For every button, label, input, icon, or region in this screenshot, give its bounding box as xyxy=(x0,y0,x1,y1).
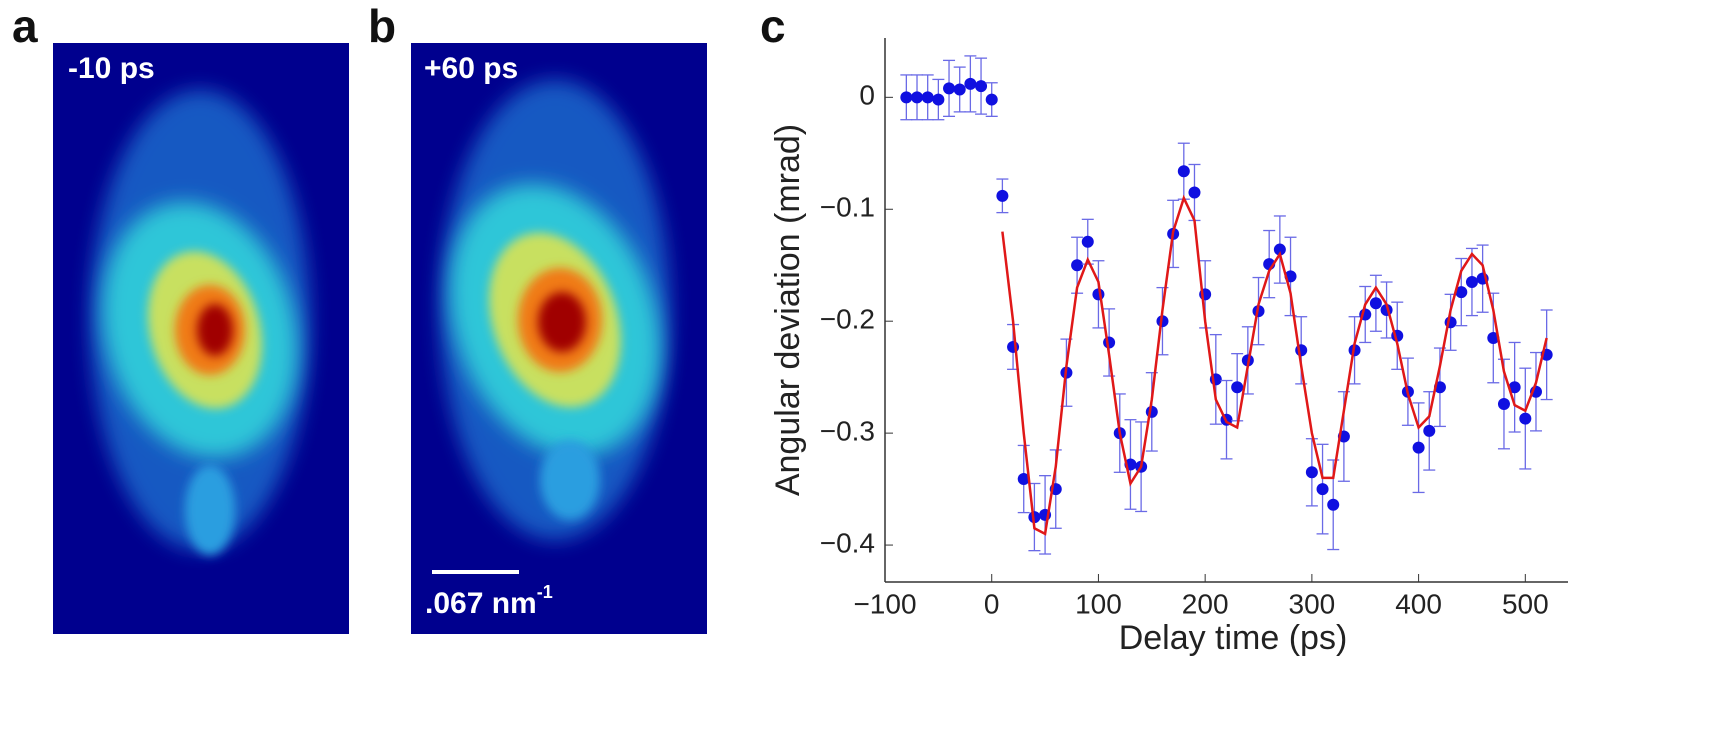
point xyxy=(996,189,1009,202)
point xyxy=(1423,424,1436,437)
point xyxy=(975,80,988,93)
scale-bar-label: .067 nm-1 xyxy=(425,582,553,620)
x-tick-label: 400 xyxy=(1395,588,1442,619)
x-tick-label: 300 xyxy=(1289,588,1336,619)
point xyxy=(1487,331,1500,344)
point xyxy=(1295,344,1308,357)
y-tick-label: 0 xyxy=(859,80,875,111)
point xyxy=(1465,276,1478,289)
point xyxy=(1273,243,1286,256)
pattern-a xyxy=(53,43,349,634)
y-tick-label: −0.1 xyxy=(820,192,875,223)
point xyxy=(964,77,977,90)
point xyxy=(1305,466,1318,479)
x-tick-label: 500 xyxy=(1502,588,1549,619)
fit-line xyxy=(1001,194,1548,536)
point xyxy=(1519,412,1532,425)
point xyxy=(1327,498,1340,511)
point xyxy=(1156,315,1169,328)
point xyxy=(1455,286,1468,299)
point xyxy=(1231,381,1244,394)
x-tick-label: 100 xyxy=(1075,588,1122,619)
y-axis-label: Angular deviation (mrad) xyxy=(769,124,807,496)
caption: +60 ps xyxy=(424,52,518,85)
x-axis-label: Delay time (ps) xyxy=(1119,619,1348,657)
point xyxy=(1508,381,1521,394)
point xyxy=(1316,483,1329,496)
point xyxy=(1081,235,1094,248)
point xyxy=(985,93,998,106)
panel-label: b xyxy=(368,0,396,52)
point xyxy=(953,83,966,96)
point xyxy=(1017,473,1030,486)
point xyxy=(911,91,924,104)
scale-exponent: -1 xyxy=(537,582,553,602)
point xyxy=(943,82,956,95)
point xyxy=(1188,186,1201,199)
x-tick-label: 0 xyxy=(984,588,1000,619)
y-tick-label: −0.3 xyxy=(820,416,875,447)
x-tick-label: −100 xyxy=(853,588,916,619)
point xyxy=(1007,340,1020,353)
point xyxy=(1177,165,1190,178)
panel-label: c xyxy=(760,0,786,52)
panel-label: a xyxy=(12,0,38,52)
pattern-b xyxy=(411,43,707,634)
point xyxy=(921,91,934,104)
scale-text: .067 nm xyxy=(425,587,537,620)
point xyxy=(1369,297,1382,310)
point xyxy=(900,91,913,104)
caption: -10 ps xyxy=(68,52,155,85)
x-tick-label: 200 xyxy=(1182,588,1229,619)
y-tick-label: −0.4 xyxy=(820,527,875,558)
y-tick-label: −0.2 xyxy=(820,304,875,335)
point xyxy=(1145,405,1158,418)
point xyxy=(932,93,945,106)
point xyxy=(1497,398,1510,411)
point xyxy=(1071,259,1084,272)
point xyxy=(1412,441,1425,454)
